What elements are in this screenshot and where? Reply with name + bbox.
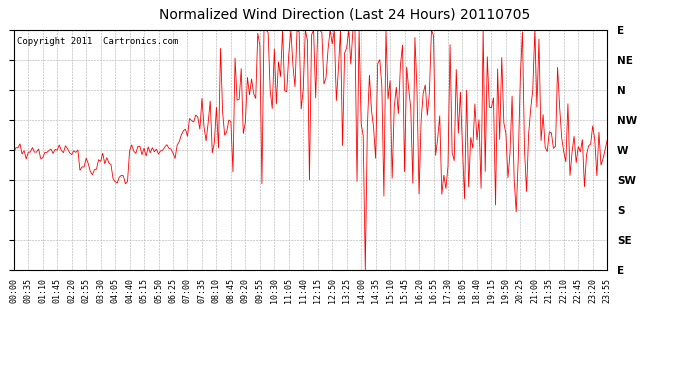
Text: Normalized Wind Direction (Last 24 Hours) 20110705: Normalized Wind Direction (Last 24 Hours… xyxy=(159,8,531,21)
Text: Copyright 2011  Cartronics.com: Copyright 2011 Cartronics.com xyxy=(17,37,178,46)
